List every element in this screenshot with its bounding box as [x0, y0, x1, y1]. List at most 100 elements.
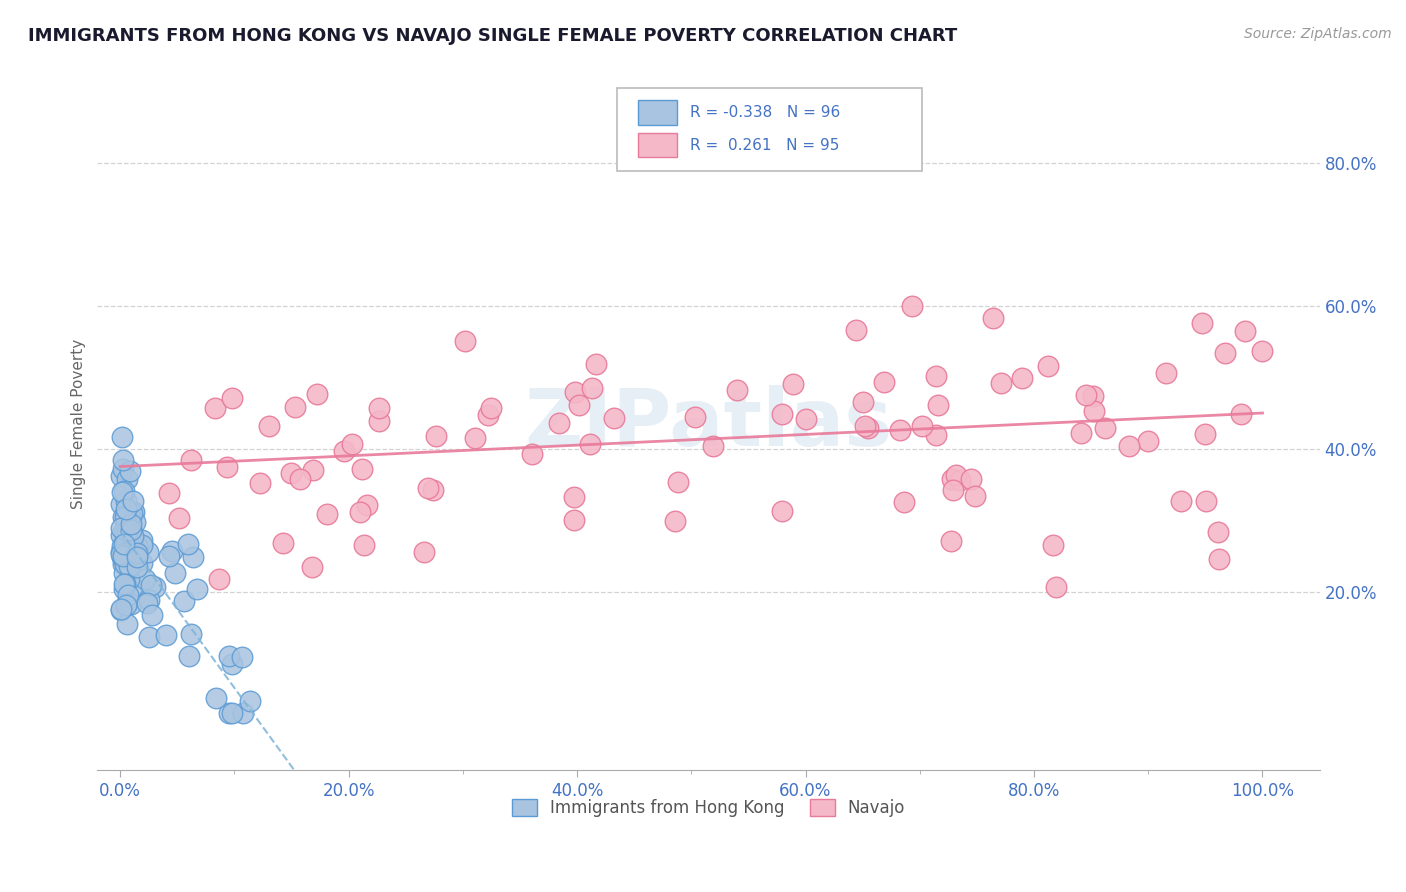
- Point: [290, 472, 312, 486]
- Point: [845, 323, 868, 337]
- Point: [134, 572, 156, 586]
- Point: [927, 398, 949, 412]
- Point: [301, 560, 323, 574]
- Point: [114, 494, 136, 508]
- Point: [111, 485, 134, 500]
- Point: [138, 593, 160, 607]
- Point: [1042, 538, 1064, 552]
- Point: [280, 467, 302, 481]
- Point: [1233, 324, 1256, 338]
- Point: [143, 580, 166, 594]
- Point: [1170, 493, 1192, 508]
- Point: [115, 472, 138, 486]
- Point: [217, 459, 239, 474]
- Point: [125, 539, 148, 553]
- FancyBboxPatch shape: [637, 100, 676, 125]
- Point: [770, 407, 793, 421]
- Point: [1194, 426, 1216, 441]
- Point: [115, 508, 138, 522]
- Point: [120, 523, 142, 537]
- Text: Source: ZipAtlas.com: Source: ZipAtlas.com: [1244, 27, 1392, 41]
- Point: [249, 476, 271, 491]
- Point: [122, 534, 145, 549]
- Point: [155, 627, 177, 641]
- Point: [520, 447, 543, 461]
- Point: [114, 548, 136, 562]
- Point: [666, 475, 689, 490]
- Point: [352, 461, 374, 475]
- Point: [353, 538, 375, 552]
- Point: [117, 573, 139, 587]
- Point: [273, 536, 295, 550]
- Point: [562, 513, 585, 527]
- Point: [232, 706, 254, 720]
- Point: [110, 545, 132, 559]
- Point: [111, 430, 134, 444]
- Point: [114, 576, 136, 591]
- Point: [990, 376, 1012, 391]
- Point: [416, 481, 439, 495]
- Point: [127, 559, 149, 574]
- Point: [562, 490, 585, 504]
- Point: [368, 401, 391, 416]
- Point: [173, 593, 195, 607]
- Point: [112, 582, 135, 597]
- Point: [120, 464, 142, 478]
- Point: [479, 401, 502, 416]
- Point: [221, 706, 243, 720]
- FancyBboxPatch shape: [637, 133, 676, 157]
- Point: [122, 541, 145, 556]
- Point: [856, 421, 879, 435]
- Point: [111, 539, 134, 553]
- Point: [1045, 580, 1067, 594]
- Point: [112, 547, 135, 561]
- Point: [603, 411, 626, 425]
- Point: [110, 603, 132, 617]
- Point: [333, 444, 356, 458]
- Point: [180, 627, 202, 641]
- Point: [349, 505, 371, 519]
- Text: ZIPatlas: ZIPatlas: [524, 384, 893, 463]
- Point: [204, 401, 226, 416]
- Point: [131, 533, 153, 548]
- Point: [157, 486, 180, 500]
- Legend: Immigrants from Hong Kong, Navajo: Immigrants from Hong Kong, Navajo: [505, 792, 912, 824]
- Point: [110, 497, 132, 511]
- Point: [205, 690, 228, 705]
- Point: [169, 510, 191, 524]
- Point: [121, 506, 143, 520]
- Point: [218, 706, 240, 720]
- Point: [120, 516, 142, 531]
- Point: [112, 566, 135, 580]
- Point: [115, 504, 138, 518]
- Point: [782, 377, 804, 392]
- Point: [702, 439, 724, 453]
- Point: [283, 401, 305, 415]
- Point: [422, 483, 444, 497]
- Point: [911, 418, 934, 433]
- Point: [221, 392, 243, 406]
- Point: [1206, 524, 1229, 539]
- Point: [177, 537, 200, 551]
- Point: [1094, 421, 1116, 435]
- Point: [118, 510, 141, 524]
- Point: [121, 494, 143, 508]
- Point: [141, 607, 163, 622]
- Point: [120, 515, 142, 529]
- Point: [259, 418, 281, 433]
- Point: [1215, 345, 1237, 359]
- Point: [770, 504, 793, 518]
- Point: [117, 562, 139, 576]
- Point: [893, 495, 915, 509]
- Point: [581, 380, 603, 394]
- Point: [112, 524, 135, 538]
- Point: [121, 597, 143, 611]
- Point: [939, 534, 962, 549]
- Point: [208, 573, 231, 587]
- Point: [121, 529, 143, 543]
- Point: [114, 546, 136, 560]
- Point: [163, 566, 186, 581]
- Point: [901, 300, 924, 314]
- Point: [794, 412, 817, 426]
- Point: [301, 463, 323, 477]
